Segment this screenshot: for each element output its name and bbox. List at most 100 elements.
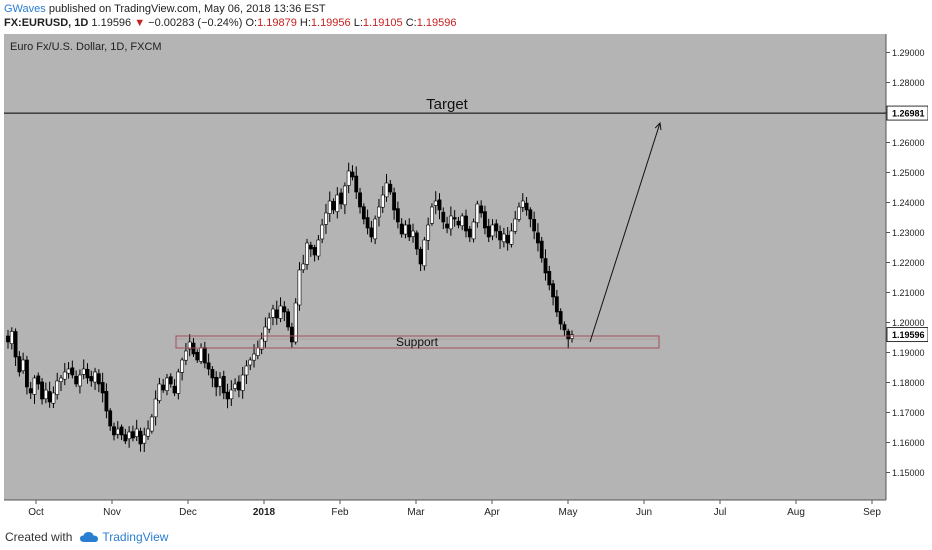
candle-down <box>418 248 423 265</box>
candle-up <box>342 185 347 206</box>
price-tick-label: 1.29000 <box>892 48 925 58</box>
candle-down <box>350 171 355 178</box>
drawings[interactable]: Target 1.26981 Support 1.19596 <box>4 96 929 349</box>
candle-down <box>445 223 449 229</box>
candle-up <box>426 224 431 241</box>
candle-down <box>13 331 18 358</box>
price-tick-label: 1.24000 <box>892 198 925 208</box>
candle-down <box>498 231 502 241</box>
time-tick-label: Jun <box>636 507 652 518</box>
author-link[interactable]: GWaves <box>4 3 46 15</box>
projection-arrow-shaft <box>589 122 661 343</box>
candle-up <box>244 365 249 376</box>
candle-up <box>51 392 56 404</box>
candle-down <box>331 201 336 211</box>
candle-up <box>218 377 222 387</box>
candle-down <box>282 306 287 313</box>
candle-up <box>187 341 192 350</box>
candle-up <box>59 377 63 382</box>
candle-down <box>536 232 540 244</box>
price-tick-label: 1.20000 <box>892 318 925 328</box>
candle-down <box>17 356 22 373</box>
candle-down <box>486 225 491 238</box>
candle-up <box>327 200 332 214</box>
candle-up <box>233 383 238 389</box>
candle-down <box>464 215 468 232</box>
candle-down <box>221 375 226 394</box>
candle-up <box>513 218 518 232</box>
candle-up <box>62 371 67 380</box>
candle-down <box>437 199 442 211</box>
time-tick-label: Sep <box>863 507 881 518</box>
candle-up <box>55 380 60 395</box>
candle-down <box>89 376 94 382</box>
publish-info: published on TradingView.com, May 06, 20… <box>48 3 326 15</box>
candle-up <box>199 347 203 362</box>
candle-up <box>93 371 97 383</box>
candle-down <box>339 192 344 205</box>
high-value: 1.19956 <box>310 17 351 29</box>
candle-up <box>380 194 385 208</box>
candle-up <box>475 203 480 224</box>
candle-down <box>131 431 135 439</box>
projection-arrow-head <box>654 121 662 131</box>
candle-down <box>551 283 555 298</box>
ohlc-line: FX:EURUSD, 1D 1.19596 ▼ −0.00283 (−0.24%… <box>4 16 932 30</box>
tradingview-brand[interactable]: TradingView <box>80 524 168 550</box>
down-triangle-icon: ▼ <box>134 17 146 29</box>
candle-down <box>96 373 101 385</box>
candle-up <box>248 359 253 366</box>
candle-down <box>85 368 90 379</box>
candle-up <box>127 431 132 440</box>
candle-down <box>524 202 529 211</box>
price-tick-label: 1.16000 <box>892 438 925 448</box>
candle-down <box>28 388 33 394</box>
candle-down <box>191 342 196 355</box>
candle-up <box>32 377 37 395</box>
candle-down <box>494 223 499 232</box>
chart-header: GWaves published on TradingView.com, May… <box>0 0 932 34</box>
price-tick-label: 1.22000 <box>892 258 925 268</box>
candle-up <box>301 263 306 271</box>
candle-up <box>255 347 260 356</box>
candle-down <box>505 234 510 244</box>
price-tick-label: 1.26000 <box>892 138 925 148</box>
candle-up <box>377 206 381 218</box>
candle-down <box>206 362 211 370</box>
candle-up <box>346 170 351 186</box>
candle-down <box>168 376 173 385</box>
candle-down <box>312 247 317 256</box>
price-chart[interactable]: Euro Fx/U.S. Dollar, 1D, FXCM 1.15000 1.1… <box>4 34 929 522</box>
chart-title: Euro Fx/U.S. Dollar, 1D, FXCM <box>10 41 162 53</box>
candle-down <box>479 205 484 214</box>
candle-down <box>547 271 552 286</box>
chart-area[interactable]: Euro Fx/U.S. Dollar, 1D, FXCM 1.15000 1.1… <box>4 34 929 522</box>
candle-down <box>562 324 567 331</box>
support-label: Support <box>396 335 439 349</box>
candle-down <box>70 367 75 376</box>
candle-down <box>100 382 105 394</box>
candle-down <box>112 426 116 436</box>
candle-down <box>286 311 291 328</box>
candle-up <box>411 230 415 237</box>
candle-down <box>456 220 461 226</box>
close-value: 1.19596 <box>416 17 457 29</box>
candle-up <box>184 350 188 361</box>
candle-down <box>358 192 362 208</box>
price-tick-label: 1.21000 <box>892 288 925 298</box>
candle-down <box>566 330 571 340</box>
price-tick-label: 1.23000 <box>892 228 925 238</box>
candle-up <box>501 233 506 243</box>
candle-up <box>153 398 158 418</box>
target-price-label: 1.26981 <box>892 109 925 119</box>
candle-down <box>108 410 113 427</box>
target-label: Target <box>426 96 469 113</box>
candle-up <box>180 359 185 373</box>
candle-down <box>483 211 487 229</box>
candle-down <box>289 326 294 343</box>
candle-down <box>236 381 241 391</box>
candle-up <box>229 389 234 400</box>
time-axis-background <box>4 500 928 522</box>
candle-down <box>361 206 366 220</box>
candle-up <box>517 206 521 220</box>
